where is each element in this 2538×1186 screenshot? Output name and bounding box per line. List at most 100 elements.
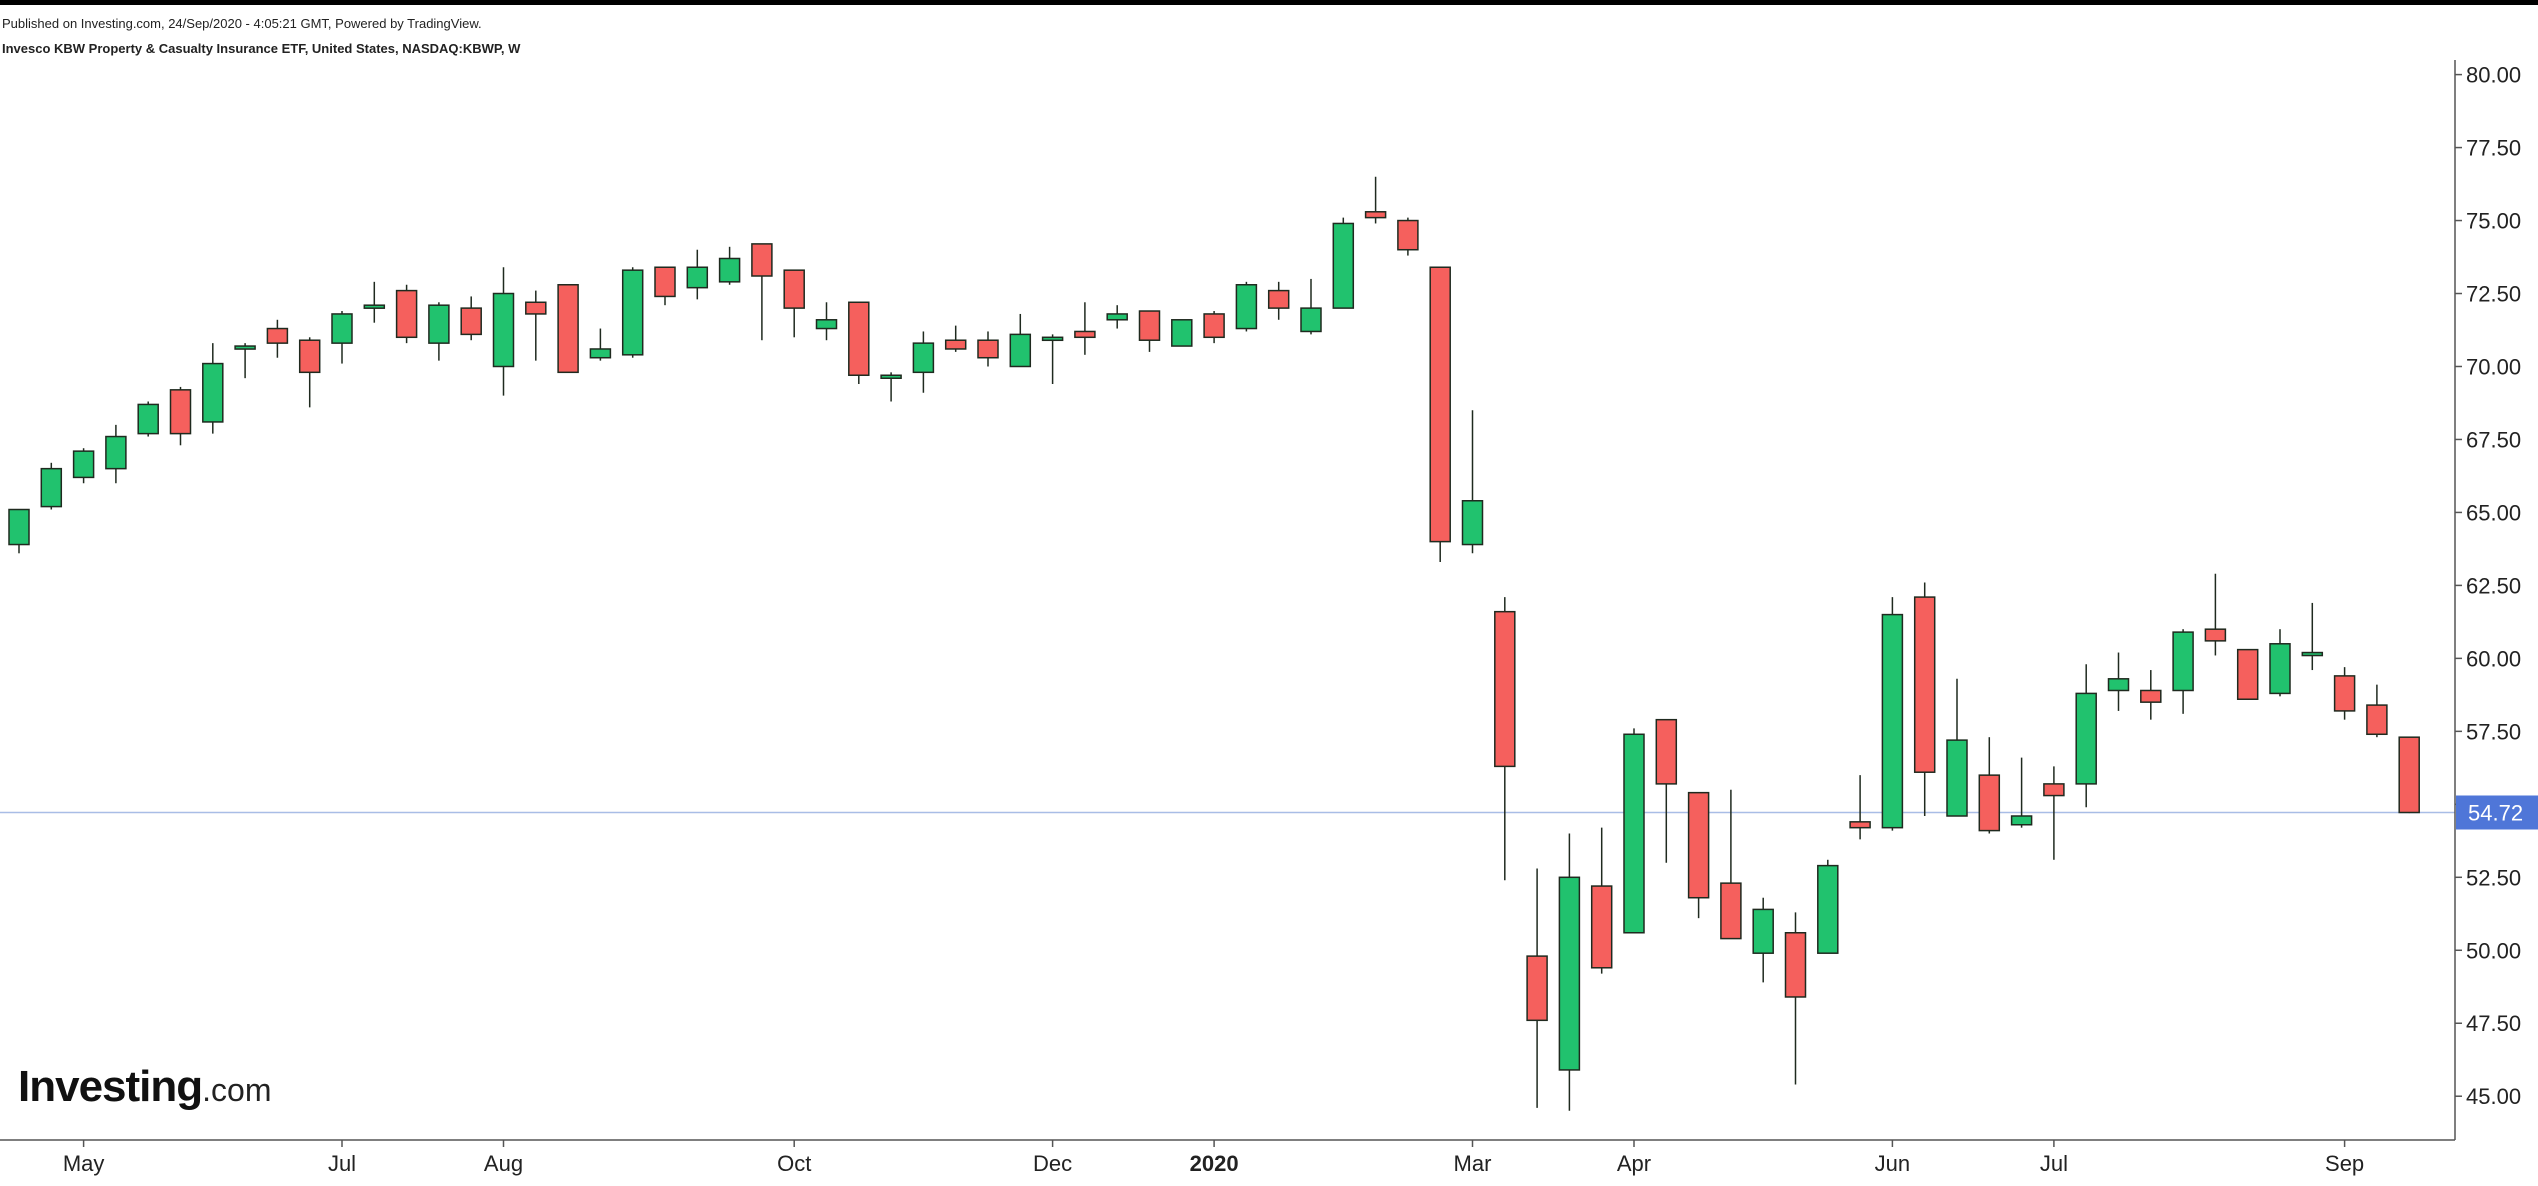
candle bbox=[72, 448, 95, 484]
candle-body-down bbox=[1849, 821, 1871, 829]
candle bbox=[1364, 176, 1387, 224]
candle bbox=[977, 331, 999, 367]
candle-body-down bbox=[783, 269, 805, 309]
candle bbox=[2010, 757, 2033, 828]
candle bbox=[460, 296, 482, 341]
candle-body-up bbox=[2301, 651, 2324, 657]
candle bbox=[1494, 597, 1516, 881]
candle-body-up bbox=[2075, 692, 2097, 785]
candle bbox=[654, 266, 676, 306]
candle bbox=[1655, 718, 1678, 863]
candle bbox=[2107, 652, 2130, 711]
time-tick-label: Jun bbox=[1875, 1151, 1910, 1176]
price-tick-label: 45.00 bbox=[2466, 1084, 2521, 1109]
candle bbox=[234, 343, 256, 379]
time-tick-label: Apr bbox=[1617, 1151, 1651, 1176]
price-tick-label: 65.00 bbox=[2466, 500, 2521, 525]
candle bbox=[783, 269, 805, 338]
candle-body-up bbox=[912, 342, 935, 374]
candle-body-down bbox=[1720, 882, 1742, 940]
candle bbox=[1009, 313, 1032, 368]
time-tick-label: Oct bbox=[777, 1151, 811, 1176]
price-tick-label: 62.50 bbox=[2466, 573, 2521, 598]
candle bbox=[1849, 775, 1871, 840]
candle bbox=[363, 281, 386, 323]
published-note: Published on Investing.com, 24/Sep/2020 … bbox=[2, 16, 482, 31]
candle bbox=[815, 302, 838, 341]
candle-body-up bbox=[428, 304, 450, 344]
investing-logo: Investing.com bbox=[18, 1062, 272, 1112]
candle-body-down bbox=[1397, 219, 1419, 251]
candle bbox=[395, 284, 418, 344]
candle bbox=[1558, 833, 1581, 1111]
candle bbox=[1300, 278, 1322, 335]
candle bbox=[2398, 736, 2420, 814]
candle bbox=[1784, 912, 1807, 1085]
candle bbox=[944, 325, 967, 352]
candle-body-down bbox=[460, 307, 482, 336]
candle bbox=[1590, 827, 1613, 974]
candle bbox=[105, 424, 127, 484]
candle bbox=[589, 328, 612, 361]
candle-body-up bbox=[718, 257, 741, 283]
candle bbox=[331, 311, 353, 364]
candle bbox=[1397, 217, 1419, 256]
candle-body-down bbox=[654, 266, 676, 298]
candle bbox=[2301, 602, 2324, 671]
candle-body-up bbox=[1946, 739, 1968, 817]
candle-body-up bbox=[2269, 643, 2291, 695]
candle-body-down bbox=[1494, 610, 1516, 768]
candle-body-up bbox=[331, 313, 353, 344]
candle bbox=[2269, 629, 2291, 697]
candle bbox=[1946, 678, 1968, 817]
candle bbox=[2236, 648, 2259, 700]
candle-body-down bbox=[944, 339, 967, 350]
candle-body-down bbox=[266, 327, 289, 344]
candle bbox=[40, 462, 63, 510]
time-tick-label: Sep bbox=[2325, 1151, 2364, 1176]
candle bbox=[8, 508, 30, 554]
time-tick-label: 2020 bbox=[1190, 1151, 1239, 1176]
candle-body-down bbox=[2043, 783, 2065, 797]
candle bbox=[1332, 217, 1355, 309]
candle bbox=[2140, 670, 2162, 720]
candle-body-down bbox=[395, 289, 418, 339]
candle-body-up bbox=[234, 345, 256, 350]
candle bbox=[1817, 859, 1839, 954]
candle bbox=[1138, 310, 1161, 352]
candle-body-down bbox=[751, 243, 773, 277]
candle-body-up bbox=[202, 362, 224, 423]
candle-body-down bbox=[1203, 313, 1225, 339]
candle-body-up bbox=[1235, 284, 1258, 330]
price-tick-label: 70.00 bbox=[2466, 354, 2521, 379]
candle-body-up bbox=[40, 467, 63, 508]
candle bbox=[1978, 737, 2001, 834]
logo-domain: .com bbox=[202, 1072, 272, 1108]
time-tick-label: Jul bbox=[328, 1151, 356, 1176]
candle bbox=[557, 284, 579, 374]
price-tick-label: 50.00 bbox=[2466, 938, 2521, 963]
candle-body-up bbox=[2172, 631, 2194, 692]
candle-body-down bbox=[2333, 675, 2356, 712]
candle-body-up bbox=[815, 319, 838, 330]
price-tick-label: 80.00 bbox=[2466, 63, 2521, 88]
candle-body-down bbox=[298, 339, 321, 374]
candle-body-down bbox=[557, 284, 579, 374]
candle bbox=[2172, 629, 2194, 714]
price-tick-label: 77.50 bbox=[2466, 136, 2521, 161]
candle-body-up bbox=[1171, 319, 1193, 347]
candle-body-up bbox=[492, 292, 515, 368]
candle-body-down bbox=[1526, 955, 1548, 1022]
candle bbox=[718, 246, 741, 285]
time-axis: May Jul Aug Oct Dec 2020 Mar Apr Jun Jul Sep bbox=[0, 1139, 2455, 1176]
candle bbox=[2204, 573, 2227, 656]
candle-body-down bbox=[1687, 791, 1710, 899]
candle-body-up bbox=[1332, 222, 1355, 309]
price-tick-label: 67.50 bbox=[2466, 427, 2521, 452]
candle-body-up bbox=[1106, 313, 1128, 321]
candle bbox=[1171, 319, 1193, 347]
candle-body-down bbox=[1429, 266, 1451, 543]
candle bbox=[912, 331, 935, 393]
candle-body-up bbox=[589, 348, 612, 359]
